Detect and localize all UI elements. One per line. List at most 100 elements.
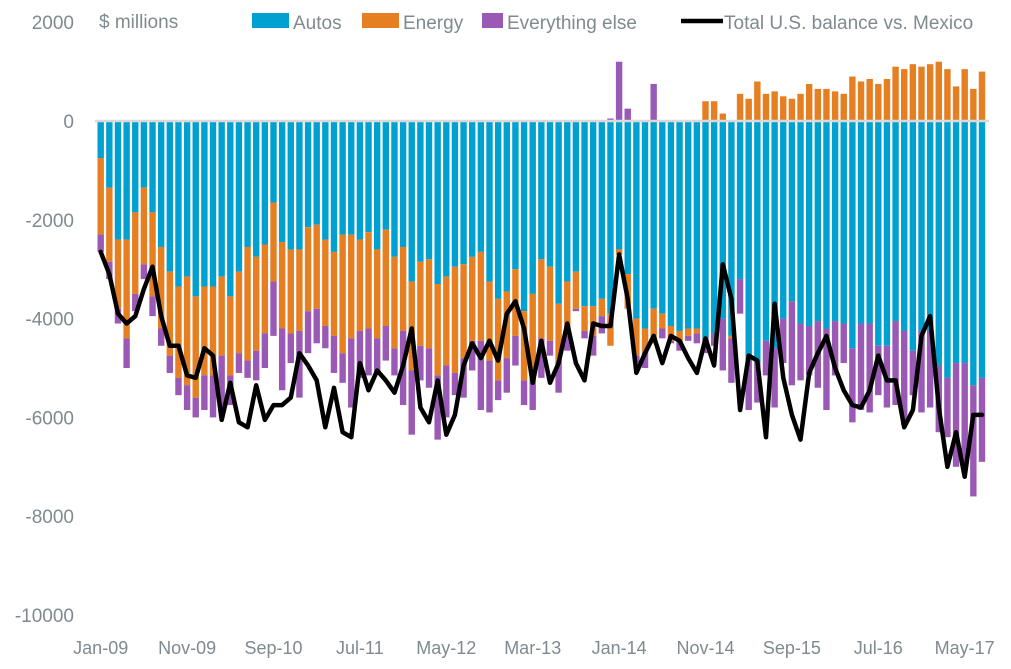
bar-other bbox=[754, 363, 761, 403]
bar-autos bbox=[875, 121, 882, 346]
bar-energy bbox=[641, 328, 649, 354]
bar-energy bbox=[175, 286, 182, 378]
bar-autos bbox=[970, 121, 977, 386]
bar-other bbox=[901, 330, 908, 425]
bar-autos bbox=[598, 121, 606, 299]
bar-autos bbox=[512, 121, 519, 270]
bar-other bbox=[244, 360, 251, 378]
bar-autos bbox=[477, 121, 485, 252]
bar-energy bbox=[123, 239, 130, 339]
bar-energy bbox=[883, 79, 891, 121]
bar-other bbox=[581, 330, 588, 339]
x-tick-label: Sep-10 bbox=[244, 638, 302, 658]
bar-energy bbox=[857, 81, 865, 121]
bar-energy bbox=[892, 66, 899, 121]
x-tick-label: Jul-16 bbox=[854, 638, 903, 658]
bar-autos bbox=[149, 121, 156, 213]
bar-energy bbox=[227, 296, 234, 376]
bar-energy bbox=[546, 266, 554, 341]
bar-other bbox=[486, 360, 493, 413]
x-tick-label: Jan-14 bbox=[592, 638, 647, 658]
bar-other bbox=[615, 61, 623, 121]
bar-energy bbox=[244, 246, 251, 361]
bar-energy bbox=[909, 64, 917, 121]
bar-energy bbox=[399, 246, 407, 331]
bar-autos bbox=[538, 121, 545, 260]
bar-energy bbox=[650, 308, 657, 344]
bar-autos bbox=[417, 121, 424, 262]
bar-other bbox=[469, 340, 476, 371]
bar-autos bbox=[339, 121, 346, 235]
bar-other bbox=[892, 321, 899, 406]
bar-energy bbox=[797, 93, 804, 121]
bar-other bbox=[166, 355, 174, 373]
bar-energy bbox=[918, 66, 925, 121]
bar-autos bbox=[935, 121, 942, 366]
bar-other bbox=[529, 377, 536, 410]
bar-other bbox=[192, 397, 199, 418]
bar-energy bbox=[685, 328, 692, 336]
bar-autos bbox=[564, 121, 571, 282]
bar-autos bbox=[209, 121, 217, 287]
bar-autos bbox=[451, 121, 459, 267]
bar-energy bbox=[702, 101, 709, 121]
bar-autos bbox=[745, 121, 752, 356]
bar-energy bbox=[356, 239, 364, 331]
bar-other bbox=[175, 377, 182, 396]
bar-energy bbox=[235, 271, 243, 354]
bar-autos bbox=[434, 121, 441, 285]
bar-other bbox=[797, 323, 804, 381]
bar-autos bbox=[443, 121, 450, 277]
bar-other bbox=[719, 318, 726, 371]
bar-energy bbox=[348, 234, 355, 339]
bar-other bbox=[978, 377, 986, 462]
bar-other bbox=[849, 348, 856, 423]
bar-autos bbox=[978, 121, 986, 378]
bar-autos bbox=[132, 121, 139, 213]
bar-energy bbox=[961, 69, 968, 121]
bar-energy bbox=[494, 298, 502, 381]
bar-other bbox=[961, 363, 968, 470]
bar-autos bbox=[659, 121, 666, 314]
bar-autos bbox=[892, 121, 899, 322]
bar-energy bbox=[209, 286, 217, 376]
bar-autos bbox=[469, 121, 476, 257]
y-axis: 2000 0 -2000 -4000 -6000 -8000 -10000 bbox=[15, 13, 74, 627]
bar-autos bbox=[918, 121, 925, 331]
bar-other bbox=[546, 340, 554, 356]
bar-autos bbox=[667, 121, 675, 327]
bar-other bbox=[235, 353, 243, 373]
bar-energy bbox=[771, 91, 778, 121]
bar-energy bbox=[572, 271, 580, 309]
bar-other bbox=[149, 296, 156, 317]
bar-energy bbox=[253, 256, 260, 351]
bar-other bbox=[253, 350, 260, 381]
bar-energy bbox=[469, 256, 476, 341]
y-tick-label: -2000 bbox=[25, 211, 74, 232]
bar-autos bbox=[710, 121, 718, 334]
bar-autos bbox=[624, 121, 631, 275]
bar-other bbox=[494, 380, 502, 401]
bar-energy bbox=[149, 212, 156, 297]
bar-energy bbox=[97, 158, 104, 235]
y-tick-label: -6000 bbox=[25, 408, 74, 429]
bar-autos bbox=[270, 121, 277, 203]
bar-other bbox=[157, 328, 165, 346]
bar-other bbox=[287, 333, 294, 364]
bar-energy bbox=[218, 276, 225, 356]
bar-energy bbox=[659, 313, 666, 329]
bar-other bbox=[261, 333, 269, 368]
bar-energy bbox=[140, 187, 148, 265]
bar-energy bbox=[840, 93, 847, 121]
bar-energy bbox=[667, 326, 675, 341]
bar-autos bbox=[520, 121, 528, 312]
bar-other bbox=[685, 335, 692, 341]
bar-energy bbox=[754, 81, 761, 121]
bar-other bbox=[572, 308, 580, 312]
bar-energy bbox=[564, 281, 571, 336]
bar-energy bbox=[598, 298, 606, 317]
bar-energy bbox=[926, 64, 934, 121]
bar-other bbox=[123, 338, 130, 368]
bar-other bbox=[304, 311, 312, 354]
bar-other bbox=[270, 281, 277, 336]
